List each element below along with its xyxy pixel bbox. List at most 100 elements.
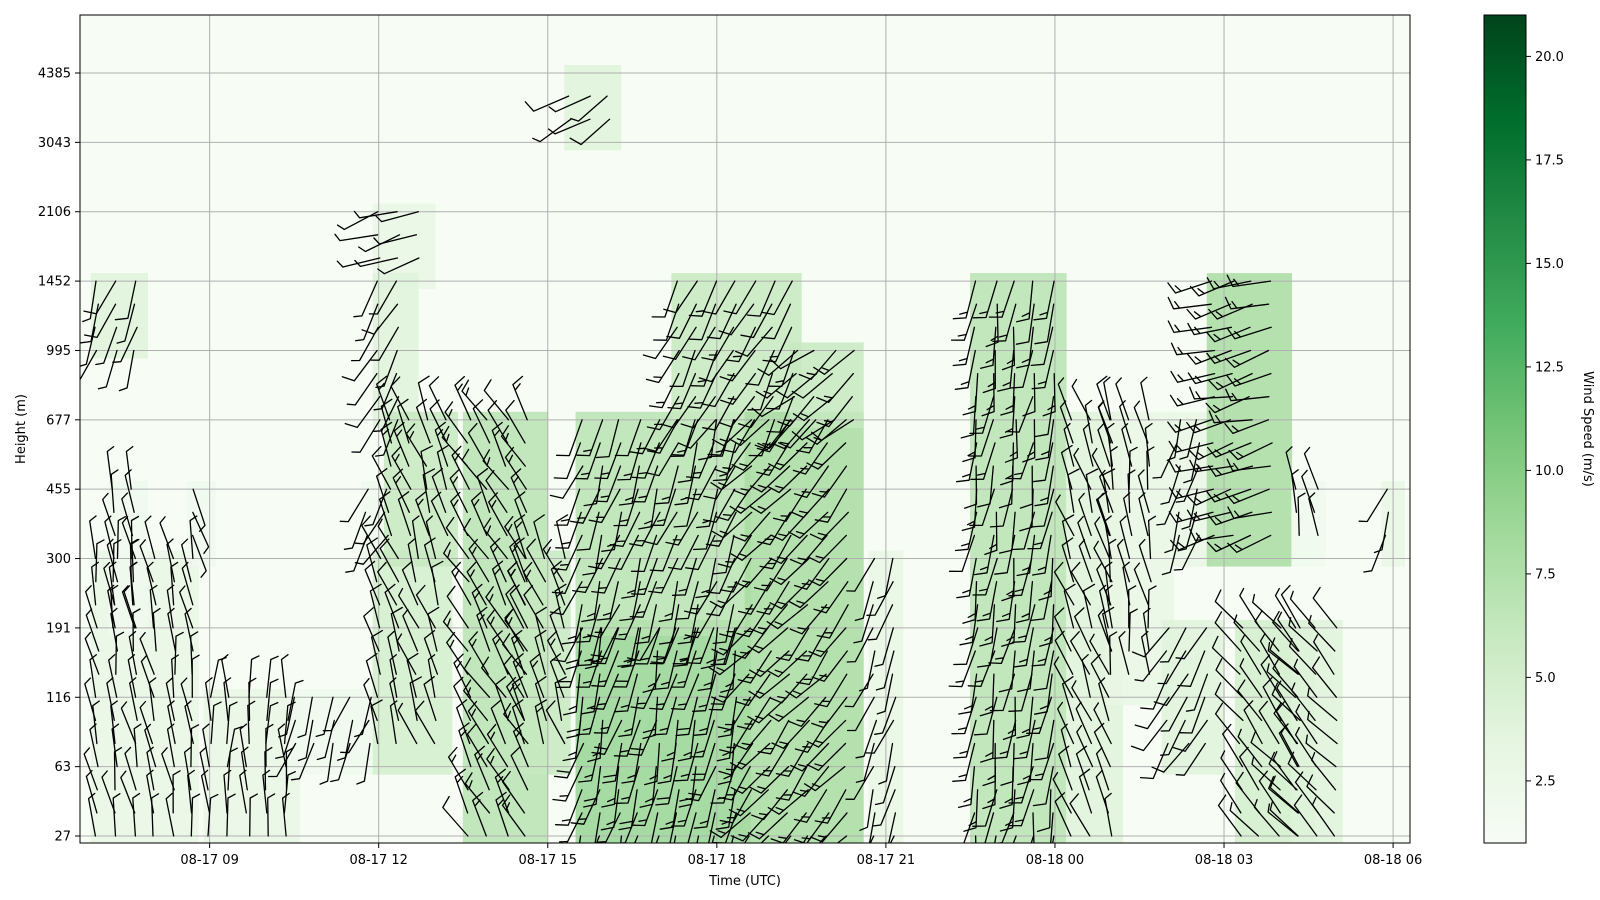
wind-barb-270: [463, 679, 489, 722]
wind-barb-55: [166, 723, 175, 768]
wind-barb-618: [729, 488, 771, 514]
wind-barb-664: [790, 742, 830, 772]
wind-barb-413: [654, 650, 678, 690]
wind-barb-732: [865, 719, 895, 754]
wind-barb-971: [1172, 719, 1208, 752]
wind-barb-283: [461, 379, 488, 421]
wind-barb-887: [1076, 724, 1094, 768]
wind-barb-733: [874, 696, 897, 735]
wind-barb-594: [719, 604, 753, 638]
wind-barb-1083: [1267, 642, 1299, 675]
wind-barb-141: [280, 654, 289, 698]
wind-barb-1051: [1237, 679, 1263, 722]
wind-barb-312: [509, 584, 529, 629]
wind-barb-224: [371, 445, 392, 490]
wind-barb-805: [989, 488, 1014, 528]
wind-barb-876: [1061, 537, 1075, 583]
wind-barb-856: [1034, 465, 1054, 507]
wind-barb-1040: [1214, 702, 1241, 745]
wind-barb-361: [566, 696, 584, 739]
wind-barb-50: [139, 539, 154, 583]
wind-barb-1095: [1289, 590, 1316, 629]
wind-barb-770: [980, 719, 995, 763]
wind-barb-303: [501, 794, 526, 837]
wind-barb-246: [442, 795, 469, 837]
colorbar-tick-label-6: 17.5: [1535, 153, 1564, 168]
wind-barb-74: [179, 585, 194, 629]
wind-barb-744: [952, 742, 976, 782]
wind-barb-83: [95, 326, 118, 366]
colorbar-tick-label-1: 5.0: [1535, 671, 1556, 686]
wind-barb-558: [701, 372, 735, 408]
wind-barb-851: [1030, 581, 1053, 622]
wind-barb-155: [340, 719, 370, 754]
wind-barb-370: [587, 719, 604, 763]
wind-barb-380: [591, 719, 623, 755]
wind-barb-1105: [1312, 586, 1338, 629]
wind-barb-935: [1128, 608, 1138, 652]
wind-barb-913: [1096, 562, 1112, 606]
wind-barb-588: [718, 742, 754, 776]
wind-barb-180: [373, 396, 400, 432]
wind-barb-46: [139, 631, 155, 675]
wind-barb-838: [1015, 303, 1035, 345]
wind-barb-842: [1036, 789, 1052, 833]
wind-barb-796: [1002, 696, 1017, 741]
wind-barb-385: [634, 835, 639, 843]
wind-barb-669: [795, 627, 828, 662]
wind-barb-183: [370, 326, 399, 361]
wind-barb-161: [354, 511, 386, 545]
y-tick-label-3: 191: [46, 621, 71, 636]
wind-barb-146: [297, 719, 314, 762]
wind-barb-999: [1167, 280, 1213, 294]
wind-barb-511: [673, 488, 697, 528]
wind-barb-601: [714, 442, 751, 475]
wind-barb-474: [595, 419, 620, 459]
wind-barb-737: [867, 604, 894, 641]
wind-barb-773: [967, 650, 996, 688]
wind-barb-133: [266, 678, 279, 722]
wind-barb-837: [1016, 326, 1034, 369]
wind-barb-560: [701, 326, 735, 361]
wind-barb-382: [590, 673, 619, 710]
wind-barb-1078: [1272, 751, 1297, 791]
y-axis-label: Height (m): [14, 394, 29, 464]
wind-barb-158: [343, 511, 367, 550]
wind-barb-692: [807, 534, 847, 564]
wind-barb-700: [755, 372, 797, 399]
wind-barb-758: [962, 419, 977, 463]
wind-barb-397: [631, 789, 659, 827]
wind-barb-189: [370, 629, 384, 675]
wind-barb-810: [1000, 372, 1016, 416]
wind-barb-335: [534, 606, 547, 652]
wind-barb-508: [671, 557, 697, 596]
wind-barb-148: [319, 742, 334, 785]
wind-barb-1099: [1305, 734, 1337, 768]
wind-barb-772: [979, 673, 995, 717]
wind-barb-831: [1019, 465, 1034, 509]
wind-barb-631: [747, 627, 789, 654]
wind-barb-239: [417, 375, 430, 421]
wind-barb-399: [644, 742, 661, 786]
wind-barb-918: [1091, 447, 1111, 490]
wind-barb-792: [999, 789, 1016, 832]
wind-barb-546: [662, 326, 697, 360]
wind-barb-227: [376, 375, 391, 421]
wind-barb-798: [998, 650, 1016, 693]
wind-barb-185: [368, 280, 398, 315]
wind-barb-638: [749, 465, 791, 493]
wind-barb-258: [445, 516, 470, 560]
wind-barb-1045: [1214, 589, 1244, 629]
wind-barb-1026: [1225, 488, 1270, 505]
wind-barb-816: [1032, 812, 1035, 843]
wind-barb-496: [658, 604, 680, 645]
wind-barb-191: [369, 583, 382, 629]
wind-barb-695: [811, 465, 848, 498]
wind-barb-414: [650, 627, 680, 664]
wind-barb-894: [1070, 561, 1091, 606]
wind-barb-1028: [1228, 442, 1273, 461]
wind-barb-1060: [1258, 700, 1280, 745]
wind-barb-272: [468, 631, 489, 675]
wind-barb-423: [670, 650, 697, 688]
wind-barb-750: [959, 604, 979, 646]
